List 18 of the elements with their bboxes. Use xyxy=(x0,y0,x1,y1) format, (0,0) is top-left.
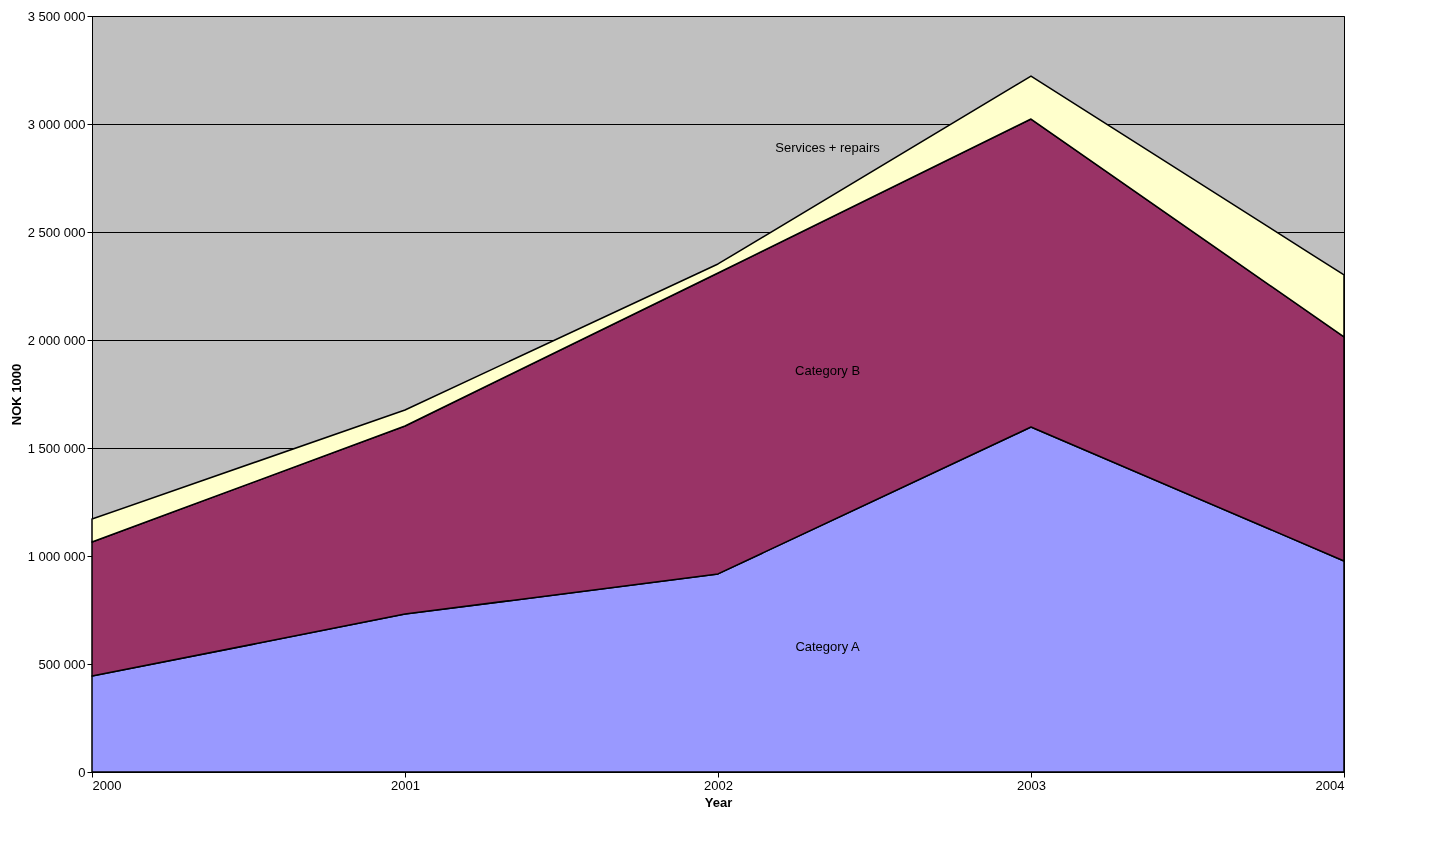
y-tick-label: 500 000 xyxy=(38,656,86,672)
x-tick-label: 2003 xyxy=(1017,777,1046,793)
y-tick-label: 2 500 000 xyxy=(27,224,86,240)
x-axis-title: Year xyxy=(704,794,733,810)
y-tick-label: 2 000 000 xyxy=(27,332,86,348)
y-tick-label: 1 500 000 xyxy=(27,440,86,456)
series-label: Category A xyxy=(795,639,861,655)
x-tick-label: 2002 xyxy=(704,777,733,793)
x-tick-label: 2001 xyxy=(391,777,420,793)
y-tick-label: 1 000 000 xyxy=(27,548,86,564)
y-tick-label: 0 xyxy=(78,764,86,780)
x-tick-label: 2000 xyxy=(92,777,122,793)
series-label: Category B xyxy=(795,362,861,378)
y-axis-title: NOK 1000 xyxy=(8,363,24,426)
y-tick-label: 3 000 000 xyxy=(27,116,86,132)
series-label: Services + repairs xyxy=(775,140,881,156)
x-tick-label: 2004 xyxy=(1315,777,1345,793)
y-tick-label: 3 500 000 xyxy=(27,8,86,24)
